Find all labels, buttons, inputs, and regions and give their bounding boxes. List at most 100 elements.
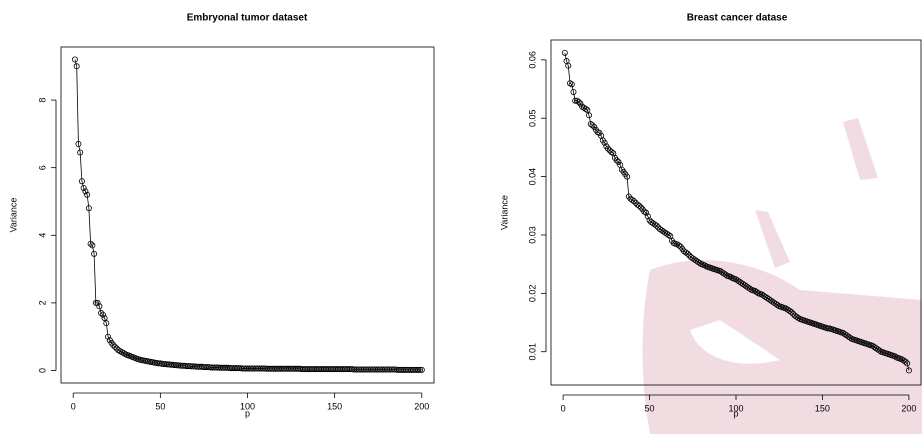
data-point [615, 159, 622, 166]
y-tick-label: 0.04 [527, 168, 537, 186]
data-point [753, 289, 760, 296]
data-point [632, 199, 639, 206]
x-axis-label: p [733, 408, 738, 418]
data-point [892, 353, 899, 360]
data-point [601, 139, 608, 146]
x-tick-label: 0 [71, 401, 76, 411]
data-point [613, 157, 620, 164]
data-point [641, 208, 648, 215]
data-point [587, 121, 594, 128]
data-point [902, 358, 909, 365]
data-point [591, 123, 598, 130]
data-point [85, 205, 92, 212]
x-tick-label: 50 [155, 401, 165, 411]
data-point [572, 97, 579, 104]
data-point [624, 173, 631, 180]
y-tick-label: 8 [37, 98, 47, 103]
data-point [795, 314, 802, 321]
data-point [847, 334, 854, 341]
chart-title: Embryonal tumor dataset [187, 13, 308, 24]
y-tick-label: 0.06 [527, 51, 537, 69]
data-point [567, 80, 574, 87]
data-point [91, 250, 98, 257]
data-point [589, 122, 596, 129]
data-point [78, 178, 85, 185]
y-tick-label: 6 [37, 165, 47, 170]
x-tick-label: 200 [901, 403, 916, 413]
data-point [608, 149, 615, 156]
data-point [653, 222, 660, 229]
data-point [904, 360, 911, 367]
watermark-shape [843, 118, 878, 180]
data-point [605, 145, 612, 152]
data-point [82, 188, 89, 195]
data-point [629, 196, 636, 203]
data-point [646, 217, 653, 224]
x-tick-label: 150 [815, 403, 830, 413]
data-point [99, 311, 106, 318]
data-point [636, 202, 643, 209]
x-tick-label: 100 [728, 403, 743, 413]
data-point [577, 100, 584, 107]
data-point [905, 367, 912, 374]
data-point [630, 198, 637, 205]
data-point [637, 204, 644, 211]
data-point [682, 249, 689, 256]
data-point [727, 274, 734, 281]
data-point [701, 262, 708, 269]
data-point [98, 310, 105, 317]
data-point [606, 147, 613, 154]
watermark-shape [755, 210, 790, 268]
y-tick-label: 0.01 [527, 343, 537, 361]
plot-frame [60, 46, 435, 384]
y-axis-label: Variance [8, 198, 18, 233]
data-point [561, 49, 568, 56]
x-tick-label: 0 [561, 403, 566, 413]
data-point [565, 62, 572, 69]
y-axis-label: Variance [499, 195, 509, 230]
data-point [575, 98, 582, 105]
data-point [643, 209, 650, 216]
data-point [73, 63, 80, 70]
data-point [586, 112, 593, 119]
data-point [900, 357, 907, 364]
data-point [746, 285, 753, 292]
data-point [568, 81, 575, 88]
data-point [105, 333, 112, 340]
data-point [75, 141, 82, 148]
data-point [84, 191, 91, 198]
y-tick-label: 0.05 [527, 109, 537, 127]
data-point [103, 320, 110, 327]
data-point [110, 342, 117, 349]
data-point [415, 366, 422, 373]
data-point [774, 302, 781, 309]
y-tick-label: 0.03 [527, 226, 537, 244]
data-point [92, 299, 99, 306]
data-point [89, 242, 96, 249]
data-point [418, 366, 425, 373]
plot-frame [550, 39, 922, 386]
data-point [876, 347, 883, 354]
data-point [96, 303, 103, 310]
y-tick-label: 0 [37, 368, 47, 373]
y-tick-label: 0.02 [527, 285, 537, 303]
data-point [80, 184, 87, 191]
data-point [573, 97, 580, 104]
x-tick-label: 200 [414, 401, 429, 411]
data-point [112, 343, 119, 350]
data-point [675, 242, 682, 249]
data-point [684, 250, 691, 257]
data-point [94, 299, 101, 306]
data-point [71, 56, 78, 63]
data-point [651, 221, 658, 228]
data-point [101, 315, 108, 322]
series-line [74, 59, 422, 371]
data-point [665, 231, 672, 238]
y-tick-label: 2 [37, 300, 47, 305]
data-point [722, 271, 729, 278]
watermark-shape [642, 260, 922, 434]
data-point [582, 105, 589, 112]
y-tick-label: 4 [37, 233, 47, 238]
data-point [77, 149, 84, 156]
